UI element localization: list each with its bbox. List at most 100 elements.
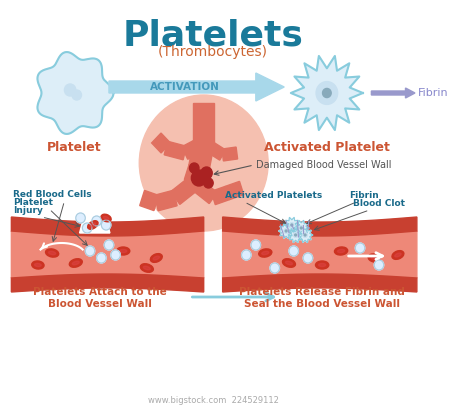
Ellipse shape [315, 261, 329, 269]
Ellipse shape [101, 214, 111, 222]
Ellipse shape [88, 221, 98, 229]
Ellipse shape [143, 266, 150, 270]
Circle shape [301, 227, 302, 229]
Circle shape [304, 234, 306, 236]
Text: (Thrombocytes): (Thrombocytes) [158, 45, 268, 59]
Ellipse shape [49, 251, 56, 255]
Polygon shape [222, 147, 238, 161]
Polygon shape [291, 56, 363, 130]
Circle shape [82, 223, 92, 233]
Ellipse shape [150, 254, 162, 262]
Circle shape [76, 213, 85, 223]
Circle shape [303, 253, 313, 263]
Ellipse shape [140, 264, 153, 272]
Circle shape [284, 229, 288, 233]
Text: ACTIVATION: ACTIVATION [150, 82, 220, 92]
Circle shape [201, 167, 212, 179]
Polygon shape [184, 164, 209, 187]
Circle shape [270, 263, 279, 273]
Circle shape [295, 234, 297, 236]
Ellipse shape [259, 249, 272, 257]
Text: Red Blood Cells: Red Blood Cells [13, 190, 92, 199]
Text: Damaged Blood Vessel Wall: Damaged Blood Vessel Wall [256, 160, 392, 170]
Ellipse shape [262, 251, 269, 255]
Ellipse shape [120, 249, 127, 253]
Circle shape [299, 225, 304, 230]
Text: Platelets Attach to the
Blood Vessel Wall: Platelets Attach to the Blood Vessel Wal… [32, 287, 166, 309]
Polygon shape [171, 177, 199, 204]
Circle shape [101, 220, 111, 230]
Polygon shape [189, 141, 214, 170]
Polygon shape [152, 133, 171, 153]
Ellipse shape [334, 247, 348, 255]
Polygon shape [140, 190, 159, 211]
Polygon shape [371, 88, 415, 98]
Circle shape [251, 240, 261, 250]
Text: Injury: Injury [13, 206, 43, 215]
Polygon shape [154, 190, 177, 211]
Circle shape [139, 95, 268, 231]
Circle shape [64, 84, 76, 96]
Ellipse shape [392, 251, 404, 259]
Polygon shape [279, 223, 294, 239]
Ellipse shape [283, 259, 296, 267]
Ellipse shape [72, 261, 79, 265]
Circle shape [303, 233, 307, 237]
Circle shape [289, 223, 294, 228]
Ellipse shape [319, 263, 326, 267]
Ellipse shape [32, 261, 44, 269]
Circle shape [242, 250, 251, 260]
Polygon shape [201, 138, 225, 160]
Text: Platelet: Platelet [47, 141, 101, 154]
Polygon shape [211, 186, 230, 204]
Polygon shape [294, 221, 309, 235]
Polygon shape [11, 274, 204, 292]
Circle shape [356, 243, 365, 253]
Text: Platelets: Platelets [123, 18, 304, 52]
Text: Platelet: Platelet [13, 198, 53, 207]
Polygon shape [194, 103, 214, 143]
Polygon shape [11, 217, 204, 236]
Circle shape [72, 90, 81, 100]
Circle shape [285, 230, 287, 232]
Circle shape [204, 178, 213, 188]
Ellipse shape [69, 259, 82, 267]
Circle shape [97, 253, 106, 263]
Circle shape [85, 246, 95, 256]
Circle shape [374, 260, 384, 270]
Text: Activated Platelets: Activated Platelets [225, 191, 323, 200]
Polygon shape [225, 181, 244, 199]
Ellipse shape [153, 256, 160, 260]
Polygon shape [223, 231, 417, 278]
Ellipse shape [368, 254, 380, 262]
Circle shape [104, 240, 114, 250]
Circle shape [191, 170, 207, 186]
Ellipse shape [35, 263, 41, 267]
Polygon shape [297, 228, 313, 242]
Circle shape [289, 246, 298, 256]
Ellipse shape [338, 249, 345, 253]
Polygon shape [164, 141, 186, 160]
Text: Fibrin: Fibrin [418, 88, 449, 98]
Circle shape [316, 82, 338, 104]
Polygon shape [223, 274, 417, 292]
Polygon shape [182, 137, 207, 159]
Text: Fibrin: Fibrin [349, 191, 378, 200]
Ellipse shape [117, 247, 130, 255]
Text: www.bigstock.com  224529112: www.bigstock.com 224529112 [148, 396, 279, 405]
Polygon shape [288, 228, 303, 242]
Circle shape [111, 250, 120, 260]
Polygon shape [11, 231, 204, 278]
Circle shape [323, 88, 331, 97]
Text: Activated Platelet: Activated Platelet [264, 141, 390, 154]
Circle shape [189, 163, 199, 173]
Ellipse shape [371, 256, 378, 260]
Ellipse shape [90, 223, 96, 227]
Circle shape [291, 224, 292, 226]
Polygon shape [223, 217, 417, 236]
Ellipse shape [285, 261, 292, 265]
Circle shape [293, 233, 298, 237]
Polygon shape [109, 73, 284, 101]
Polygon shape [190, 178, 217, 204]
Text: Platelets Release Fibrin and
Seal the Blood Vessel Wall: Platelets Release Fibrin and Seal the Bl… [239, 287, 405, 309]
